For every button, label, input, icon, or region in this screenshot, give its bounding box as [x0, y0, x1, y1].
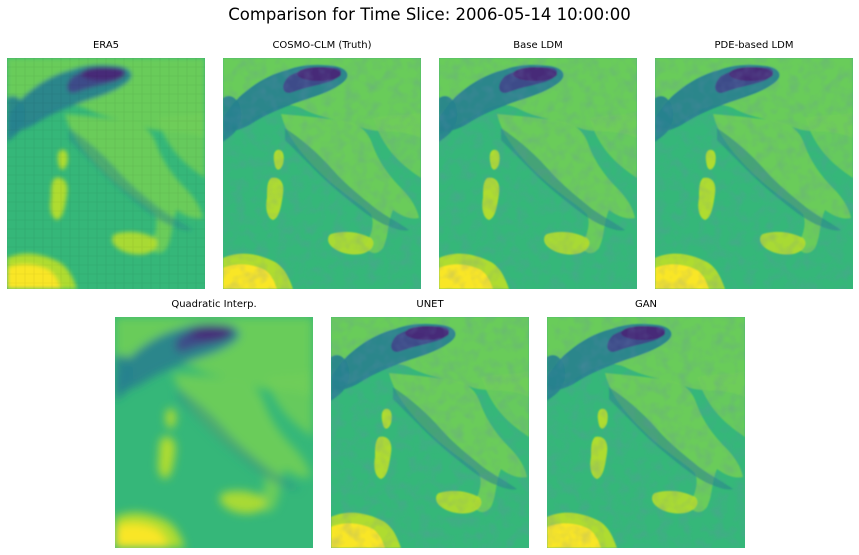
panel-gan: [547, 317, 745, 548]
map-field-svg: [7, 58, 205, 289]
map-field-svg: [439, 58, 637, 289]
panel-title-gan: GAN: [634, 299, 658, 310]
panel-title-era5: ERA5: [92, 40, 120, 51]
map-field-svg: [115, 317, 313, 548]
panel-title-base-ldm: Base LDM: [513, 40, 563, 51]
map-field-svg: [331, 317, 529, 548]
figure-title: Comparison for Time Slice: 2006-05-14 10…: [228, 5, 631, 24]
panel-title-pde-based-ldm: PDE-based LDM: [714, 40, 794, 51]
panel-unet: [331, 317, 529, 548]
map-field-svg: [547, 317, 745, 548]
panel-title-cosmo-clm-truth: COSMO-CLM (Truth): [272, 40, 372, 51]
panel-quadratic-interp: [115, 317, 313, 548]
panel-era5: [7, 58, 205, 289]
panel-pde-based-ldm: [655, 58, 853, 289]
panel-title-quadratic-interp: Quadratic Interp.: [171, 299, 257, 310]
map-field-svg: [223, 58, 421, 289]
panel-cosmo-clm-truth: [223, 58, 421, 289]
map-field-svg: [655, 58, 853, 289]
panel-base-ldm: [439, 58, 637, 289]
panel-title-unet: UNET: [416, 299, 444, 310]
